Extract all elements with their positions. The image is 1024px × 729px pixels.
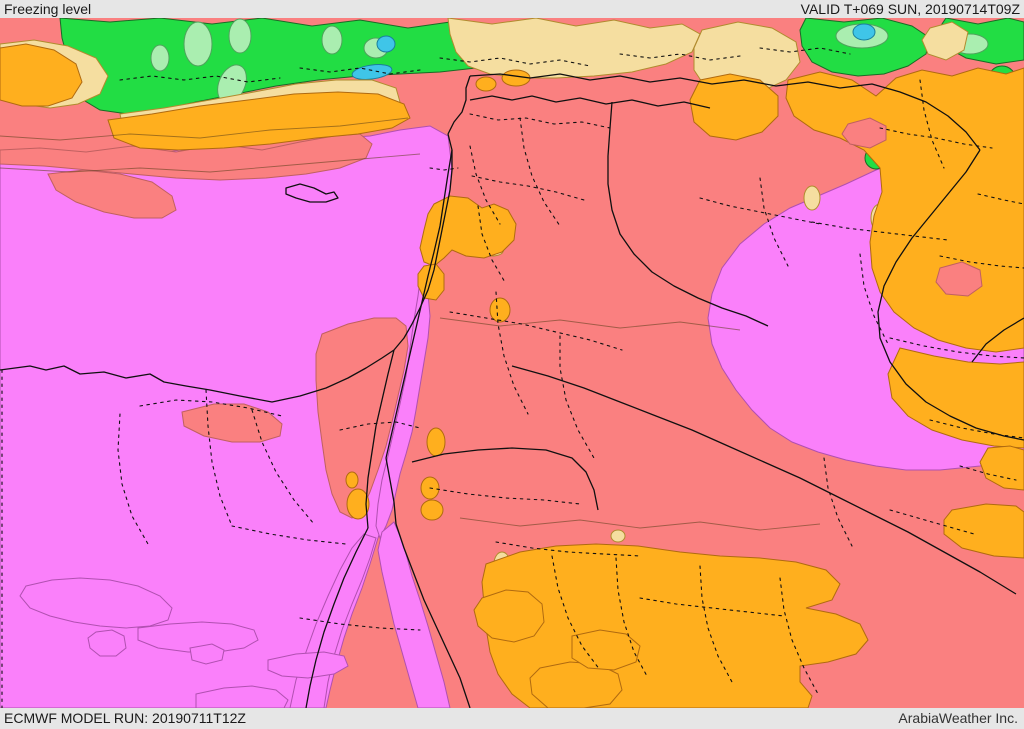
footer-bar: ECMWF MODEL RUN: 20190711T12Z ArabiaWeat… [0, 708, 1024, 729]
map-canvas[interactable] [0, 18, 1024, 708]
contour-lines [0, 117, 821, 531]
freezing-level-map[interactable] [0, 18, 1024, 708]
valid-time-label: VALID T+069 SUN, 20190714T09Z [800, 1, 1020, 17]
model-run-label: ECMWF MODEL RUN: 20190711T12Z [4, 710, 246, 726]
country-borders [0, 73, 1024, 708]
product-title: Freezing level [4, 1, 92, 17]
brand-label: ArabiaWeather Inc. [898, 710, 1018, 726]
admin-boundaries [1, 47, 1024, 708]
band-salmon-overlay [841, 117, 983, 297]
header-bar: Freezing level VALID T+069 SUN, 20190714… [0, 0, 1024, 18]
